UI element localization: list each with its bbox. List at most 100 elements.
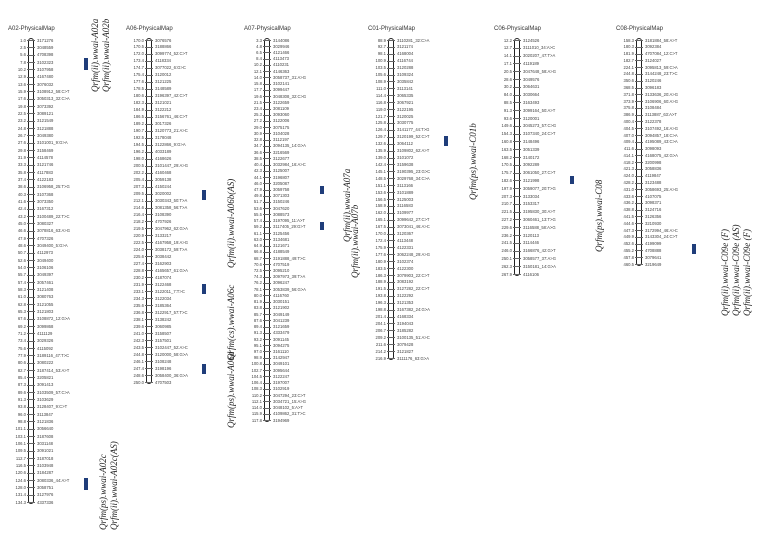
- marker-tick: [263, 127, 271, 129]
- marker-tick: [387, 344, 395, 346]
- marker-name: 3030151: [273, 299, 290, 305]
- marker-tick: [387, 295, 395, 297]
- chromosome-bar: [264, 38, 270, 422]
- marker-position: 40.3: [17, 191, 26, 197]
- marker-position: 206.7: [375, 327, 386, 333]
- marker-position: 31.9: [17, 154, 26, 160]
- marker-tick: [387, 178, 395, 180]
- marker-position: 104.5: [251, 373, 262, 379]
- marker-tick: [27, 54, 35, 56]
- marker-name: 3128407_9:C>T: [37, 404, 68, 410]
- marker-tick: [635, 101, 643, 103]
- marker-name: 3099774_52:C>T: [155, 51, 188, 57]
- marker-position: 248.6: [133, 372, 144, 378]
- marker-tick: [145, 221, 153, 223]
- marker-tick: [635, 107, 643, 109]
- marker-name: 4708888: [645, 247, 662, 253]
- marker-name: 3126356: [645, 213, 662, 219]
- qtl-label: Qrfm(ii).wwai-C09e (F): [742, 229, 752, 316]
- marker-tick: [387, 157, 395, 159]
- marker-position: 17.1: [503, 60, 512, 66]
- marker-tick: [145, 172, 153, 174]
- marker-tick: [27, 252, 35, 254]
- marker-position: 163.5: [501, 146, 512, 152]
- marker-position: 46.0: [253, 180, 262, 186]
- marker-tick: [27, 443, 35, 445]
- marker-position: 196.2: [133, 149, 144, 155]
- marker-tick: [27, 120, 35, 122]
- marker-name: 3099447: [273, 87, 290, 93]
- marker-name: 4160468: [155, 170, 172, 176]
- marker-tick: [27, 98, 35, 100]
- marker-name: 3049380: [37, 132, 54, 138]
- marker-tick: [635, 257, 643, 259]
- marker-position: 455.2: [623, 247, 634, 253]
- marker-position: 23.4: [253, 106, 262, 112]
- marker-position: 103.5: [375, 65, 386, 71]
- marker-position: 24.8: [17, 125, 26, 131]
- marker-position: 198.8: [375, 307, 386, 313]
- marker-name: 3081358_56:T>A: [155, 205, 188, 210]
- qtl-label: Qrfm(ii).wwai-A02b: [101, 18, 111, 92]
- marker-position: 170.0: [375, 231, 386, 237]
- marker-name: 3062248_29:A>G: [397, 251, 430, 257]
- marker-tick: [145, 305, 153, 307]
- marker-position: 106.1: [15, 440, 26, 446]
- marker-position: 207.3: [501, 193, 512, 199]
- marker-position: 116.5: [15, 462, 26, 468]
- marker-position: 246.1: [133, 358, 144, 364]
- marker-position: 129.7: [375, 134, 386, 140]
- marker-name: 3123488: [645, 180, 662, 186]
- marker-tick: [513, 250, 521, 252]
- marker-tick: [263, 152, 271, 154]
- marker-name: 3148589: [155, 86, 172, 92]
- marker-tick: [635, 135, 643, 137]
- marker-position: 88.5: [503, 99, 512, 105]
- marker-position: 211.6: [375, 341, 386, 347]
- marker-position: 193.8: [375, 293, 386, 299]
- marker-position: 112.7: [15, 455, 26, 461]
- marker-name: 3099868: [37, 323, 54, 329]
- marker-position: 214.2: [375, 348, 386, 354]
- marker-position: 180.9: [375, 258, 386, 264]
- marker-tick: [263, 401, 271, 403]
- marker-position: 243.5: [133, 344, 144, 350]
- marker-name: 4107075: [645, 193, 662, 199]
- marker-tick: [635, 162, 643, 164]
- marker-tick: [145, 40, 153, 41]
- marker-position: 51.7: [253, 199, 262, 205]
- qtl-label: Qrfm(ii).wwai-C09e (AS): [731, 224, 741, 317]
- marker-name: 3099642_27:C>T: [397, 217, 430, 223]
- marker-name: 3094857_18:C>A: [645, 132, 678, 138]
- marker-name: 3196397_42:C>T: [155, 93, 188, 99]
- marker-position: 250.0: [133, 379, 144, 385]
- marker-name: 4121466: [273, 49, 290, 55]
- marker-position: 84.0: [503, 92, 512, 98]
- marker-position: 17.7: [253, 87, 262, 93]
- marker-tick: [263, 345, 271, 347]
- marker-position: 111.0: [376, 85, 386, 91]
- marker-position: 101.1: [15, 426, 26, 432]
- marker-tick: [387, 316, 395, 318]
- marker-name: 3058836: [645, 166, 662, 172]
- chromosome-bar: [636, 38, 642, 266]
- marker-tick: [263, 264, 271, 266]
- marker-tick: [513, 94, 521, 96]
- marker-tick: [387, 136, 395, 138]
- marker-tick: [145, 137, 153, 139]
- marker-tick: [635, 121, 643, 123]
- marker-name: 3156761_46:C>T: [155, 114, 188, 120]
- marker-position: 160.8: [501, 138, 512, 144]
- marker-position: 71.2: [17, 330, 26, 336]
- marker-tick: [27, 76, 35, 78]
- marker-position: 229.6: [501, 224, 512, 230]
- marker-tick: [27, 223, 35, 225]
- marker-name: 3049576: [523, 76, 540, 82]
- marker-tick: [263, 220, 271, 222]
- marker-position: 156.5: [375, 196, 386, 202]
- marker-tick: [27, 436, 35, 437]
- marker-name: 3122034: [155, 295, 172, 301]
- marker-position: 457.8: [623, 254, 634, 260]
- marker-tick: [263, 226, 271, 228]
- marker-name: 3120199_52:C>T: [397, 134, 430, 140]
